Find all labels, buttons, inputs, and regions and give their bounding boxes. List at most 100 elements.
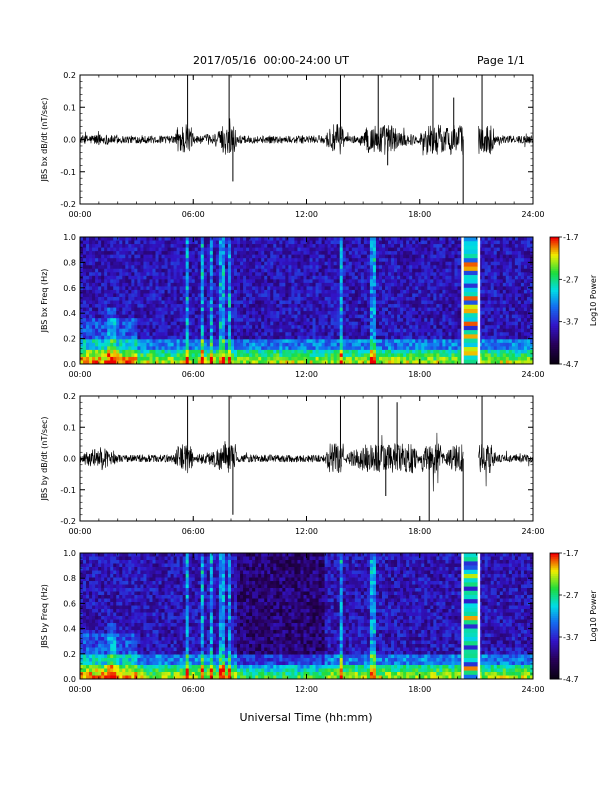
spectrogram-cell: [348, 296, 353, 301]
spectrogram-cell: [161, 293, 165, 298]
spectrogram-cell: [206, 279, 211, 284]
spectrogram-cell: [454, 268, 458, 273]
spectrogram-cell: [345, 240, 350, 245]
spectrogram-cell: [394, 244, 398, 248]
spectrogram-cell: [194, 279, 199, 284]
spectrogram-cell: [164, 279, 168, 284]
spectrogram-cell: [116, 258, 120, 263]
spectrogram-cell: [122, 342, 126, 347]
spectrogram-cell: [424, 332, 428, 337]
spectrogram-cell: [442, 254, 446, 259]
spectrogram-cell: [321, 279, 326, 284]
spectrogram-cell: [255, 265, 259, 270]
spectrogram-cell: [185, 304, 190, 308]
spectrogram-cell: [246, 353, 250, 358]
spectrogram-cell: [481, 240, 486, 245]
spectrogram-cell: [445, 293, 449, 298]
spectrogram-cell: [448, 346, 452, 351]
spectrogram-cell: [448, 275, 452, 280]
spectrogram-cell: [312, 268, 316, 273]
spectrogram-cell: [442, 332, 446, 337]
spectrogram-cell: [336, 258, 341, 263]
spectrogram-cell: [303, 356, 307, 361]
spectrogram-cell: [122, 251, 126, 256]
spectrogram-cell: [137, 300, 141, 305]
spectrogram-cell: [249, 282, 253, 287]
spectrogram-cell: [227, 339, 232, 344]
spectrogram-cell: [255, 335, 259, 340]
spectrogram-cell: [276, 251, 280, 256]
spectrogram-cell: [240, 349, 244, 354]
spectrogram-cell: [194, 244, 199, 248]
spectrogram-cell: [164, 247, 168, 252]
spectrogram-cell: [95, 272, 99, 277]
spectrogram-cell: [294, 304, 298, 308]
spectrogram-cell: [415, 360, 419, 365]
spectrogram-cell: [110, 275, 114, 280]
spectrogram-cell: [143, 261, 147, 266]
spectrogram-cell: [490, 311, 495, 316]
spectrogram-cell: [143, 304, 147, 308]
spectrogram-cell: [134, 237, 138, 241]
spectrogram-cell: [125, 307, 129, 312]
spectrogram-cell: [336, 272, 341, 277]
spectrogram-cell: [164, 282, 168, 287]
spectrogram-cell: [116, 289, 120, 294]
spectrogram-cell: [403, 307, 407, 312]
spectrogram-cell: [140, 311, 144, 316]
spectrogram-cell: [95, 279, 99, 284]
spectrogram-cell: [234, 332, 238, 337]
spectrogram-cell: [152, 311, 156, 316]
spectrogram-cell: [212, 296, 217, 301]
spectrogram-cell: [116, 314, 120, 319]
spectrogram-cell: [363, 279, 368, 284]
spectrogram-cell: [227, 321, 232, 326]
spectrogram-cell: [185, 272, 190, 277]
spectrogram-cell: [128, 275, 132, 280]
spectrogram-cell: [255, 244, 259, 248]
spectrogram-cell: [378, 300, 383, 305]
spectrogram-cell: [457, 237, 461, 241]
spectrogram-cell: [327, 275, 332, 280]
spectrogram-cell: [321, 254, 326, 259]
spectrogram-cell: [315, 356, 319, 361]
spectrogram-cell: [146, 247, 150, 252]
spectrogram-cell: [167, 311, 171, 316]
spectrogram-cell: [89, 251, 93, 256]
spectrogram-cell: [309, 300, 313, 305]
spectrogram-cell: [212, 349, 217, 354]
spectrogram-cell: [107, 293, 111, 298]
spectrogram-cell: [279, 275, 283, 280]
spectrogram-cell: [261, 311, 265, 316]
spectrogram-cell: [391, 335, 395, 340]
spectrogram-cell: [173, 293, 178, 298]
report-title: 2017/05/16 00:00-24:00 UT: [193, 54, 350, 67]
spectrogram-cell: [372, 296, 377, 301]
spectrogram-cell: [481, 304, 486, 308]
spectrogram-cell: [89, 296, 93, 301]
spectrogram-cell: [119, 237, 123, 241]
spectrogram-cell: [448, 247, 452, 252]
spectrogram-cell: [421, 314, 425, 319]
spectrogram-cell: [478, 321, 483, 326]
spectrogram-cell: [345, 268, 350, 273]
spectrogram-cell: [412, 318, 416, 323]
spectrogram-cell: [306, 325, 310, 330]
spectrogram-cell: [234, 360, 238, 365]
spectrogram-cell: [203, 296, 208, 301]
spectrogram-cell: [385, 321, 389, 326]
spectrogram-cell: [237, 237, 241, 241]
spectrogram-cell: [218, 349, 223, 354]
spectrogram-cell: [445, 282, 449, 287]
spectrogram-cell: [406, 247, 410, 252]
spectrogram-cell: [185, 251, 190, 256]
spectrogram-cell: [382, 268, 386, 273]
spectrogram-cell: [194, 289, 199, 294]
spectrogram-cell: [369, 247, 374, 252]
spectrogram-cell: [267, 311, 271, 316]
spectrogram-cell: [197, 293, 202, 298]
spectrogram-cell: [415, 300, 419, 305]
spectrogram-cell: [345, 314, 350, 319]
spectrogram-cell: [394, 293, 398, 298]
spectrogram-cell: [128, 328, 132, 333]
